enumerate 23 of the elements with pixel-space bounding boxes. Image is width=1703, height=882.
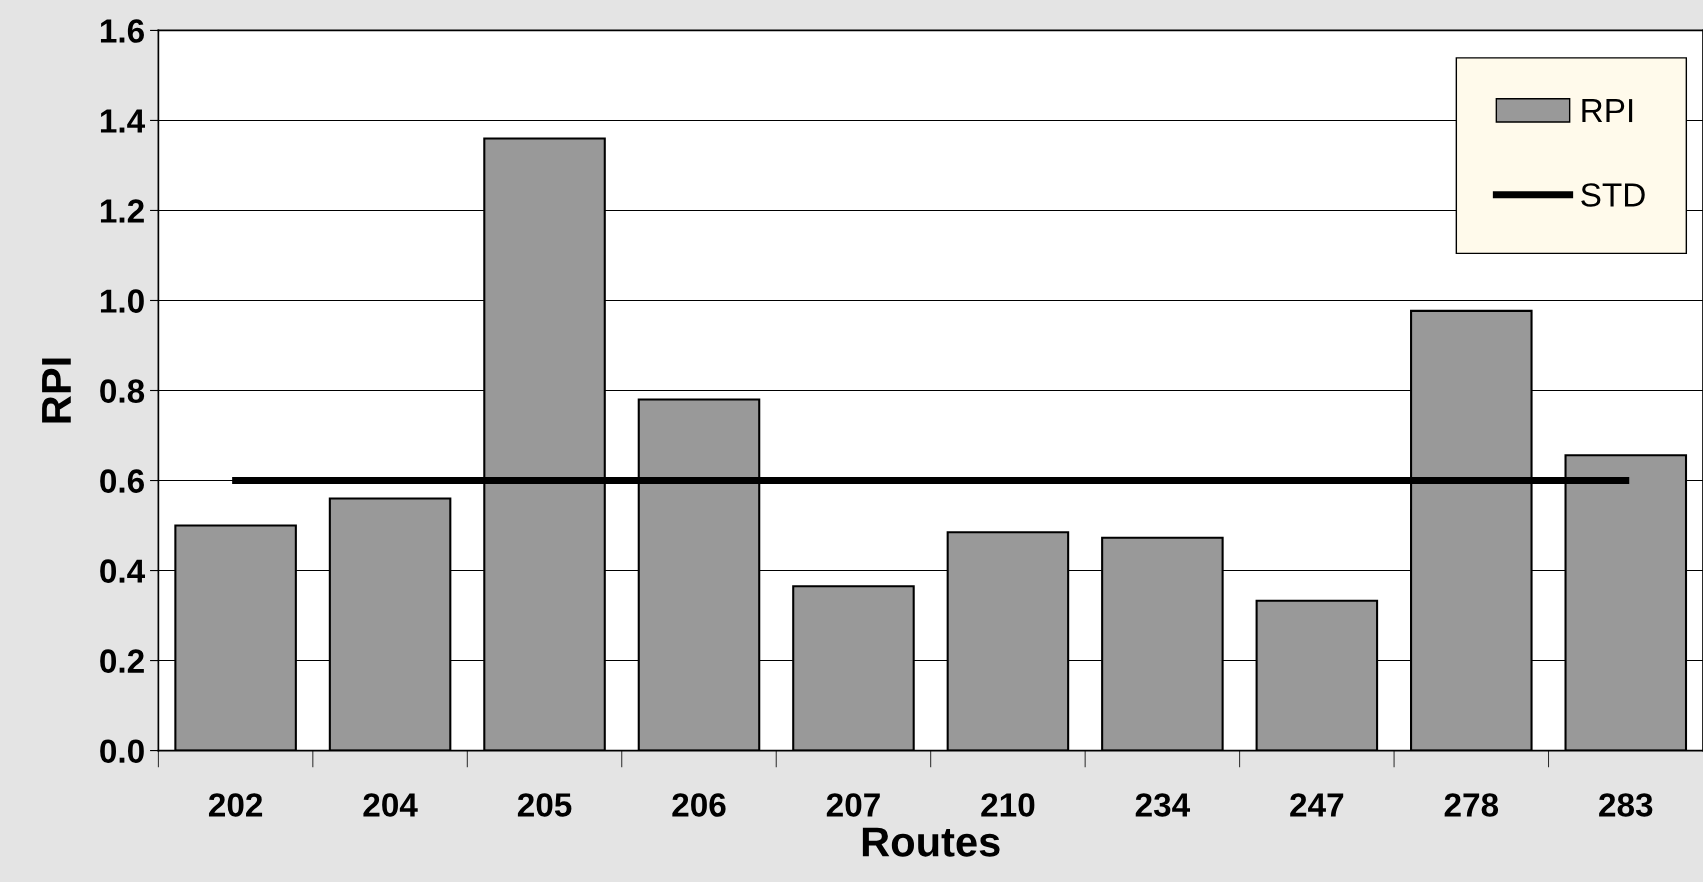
y-tick-label: 0.2 bbox=[100, 649, 144, 673]
y-tick-label: 1.2 bbox=[100, 199, 144, 223]
x-tick-label: 205 bbox=[517, 793, 572, 817]
x-tick-label: 204 bbox=[363, 793, 418, 817]
y-tick-label: 0.4 bbox=[100, 559, 146, 583]
y-axis-title: RPI bbox=[42, 358, 71, 423]
x-tick-label: 206 bbox=[672, 793, 726, 817]
y-tick-label: 0.6 bbox=[100, 469, 144, 493]
legend-label: RPI bbox=[1582, 99, 1633, 123]
x-tick-label: 283 bbox=[1599, 793, 1653, 817]
y-tick-label: 0.8 bbox=[100, 379, 145, 403]
legend-label: STD bbox=[1581, 183, 1645, 207]
x-axis-title: Routes bbox=[862, 827, 1000, 857]
y-tick-label: 1.4 bbox=[100, 109, 146, 133]
x-tick-label: 202 bbox=[208, 793, 263, 817]
x-tick-label: 278 bbox=[1444, 793, 1499, 817]
y-tick-label: 0.0 bbox=[100, 739, 144, 763]
x-tick-label: 207 bbox=[826, 793, 880, 817]
y-tick-label: 1.6 bbox=[100, 19, 144, 43]
x-tick-label: 247 bbox=[1290, 793, 1344, 817]
x-tick-label: 210 bbox=[981, 793, 1035, 817]
x-tick-label: 234 bbox=[1135, 793, 1191, 817]
y-tick-label: 1.0 bbox=[100, 289, 144, 313]
